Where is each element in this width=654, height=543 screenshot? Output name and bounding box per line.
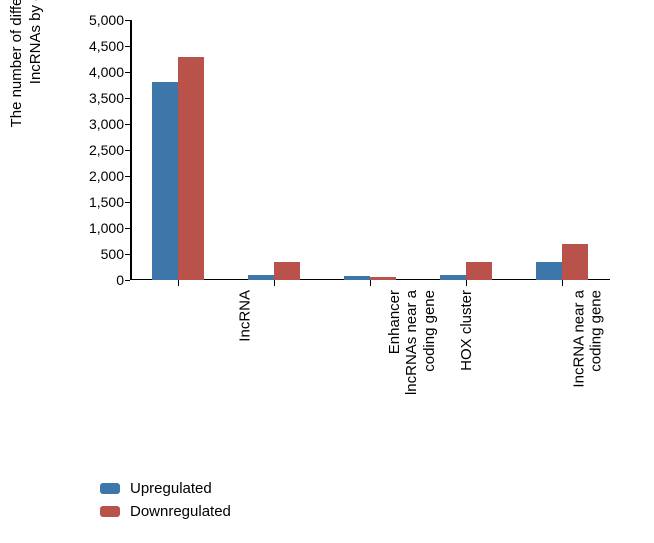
y-tick-label: 2,000 xyxy=(89,168,124,184)
bar-upregulated xyxy=(344,276,370,280)
y-tick-mark xyxy=(125,280,130,281)
x-tick-label-line: HOX cluster xyxy=(458,290,475,371)
y-tick-mark xyxy=(125,254,130,255)
x-tick-label: IncRNA xyxy=(237,290,254,342)
x-tick-mark xyxy=(178,280,179,286)
y-tick-mark xyxy=(125,150,130,151)
x-tick-label-line: IncRNA near a xyxy=(571,290,588,388)
y-tick-mark xyxy=(125,176,130,177)
y-tick-mark xyxy=(125,202,130,203)
bars-layer xyxy=(130,20,610,280)
legend: Upregulated Downregulated xyxy=(100,480,231,526)
x-tick-label-line: lncRNAs near a xyxy=(403,290,420,395)
legend-swatch xyxy=(100,506,120,517)
y-tick-mark xyxy=(125,72,130,73)
y-tick-label: 1,000 xyxy=(89,220,124,236)
y-tick-label: 3,000 xyxy=(89,116,124,132)
bar-upregulated xyxy=(248,275,274,280)
bar-upregulated xyxy=(536,262,562,280)
x-tick-label-line: coding gene xyxy=(421,290,438,395)
x-tick-label: HOX cluster xyxy=(458,290,475,371)
bar-downregulated xyxy=(274,262,300,280)
y-tick-mark xyxy=(125,20,130,21)
legend-item: Upregulated xyxy=(100,480,231,497)
y-tick-label: 4,000 xyxy=(89,64,124,80)
y-tick-mark xyxy=(125,98,130,99)
y-tick-mark xyxy=(125,46,130,47)
legend-label: Upregulated xyxy=(130,480,212,497)
y-tick-label: 1,500 xyxy=(89,194,124,210)
legend-label: Downregulated xyxy=(130,503,231,520)
bar-upregulated xyxy=(152,82,178,280)
legend-swatch xyxy=(100,483,120,494)
x-tick-label: IncRNA near acoding gene xyxy=(571,290,606,388)
bar-downregulated xyxy=(178,57,204,280)
y-tick-label: 4,500 xyxy=(89,38,124,54)
x-tick-mark xyxy=(466,280,467,286)
y-tick-label: 500 xyxy=(101,246,124,262)
y-tick-mark xyxy=(125,228,130,229)
y-axis-title: The number of differentially expressed I… xyxy=(8,0,46,140)
bar-downregulated xyxy=(466,262,492,280)
x-tick-mark xyxy=(370,280,371,286)
legend-item: Downregulated xyxy=(100,503,231,520)
chart-container: The number of differentially expressed I… xyxy=(0,0,654,543)
x-tick-mark xyxy=(274,280,275,286)
y-tick-label: 5,000 xyxy=(89,12,124,28)
bar-upregulated xyxy=(440,275,466,280)
y-tick-label: 2,500 xyxy=(89,142,124,158)
bar-downregulated xyxy=(562,244,588,280)
plot-area: 05001,0001,5002,0002,5003,0003,5004,0004… xyxy=(130,20,610,280)
y-tick-label: 3,500 xyxy=(89,90,124,106)
x-tick-label: EnhancerlncRNAs near acoding gene xyxy=(386,290,438,395)
x-tick-label-line: Enhancer xyxy=(386,290,403,395)
x-tick-label-line: IncRNA xyxy=(237,290,254,342)
y-tick-label: 0 xyxy=(116,272,124,288)
y-tick-mark xyxy=(125,124,130,125)
x-tick-label-line: coding gene xyxy=(588,290,605,388)
bar-downregulated xyxy=(370,277,396,280)
x-tick-mark xyxy=(562,280,563,286)
